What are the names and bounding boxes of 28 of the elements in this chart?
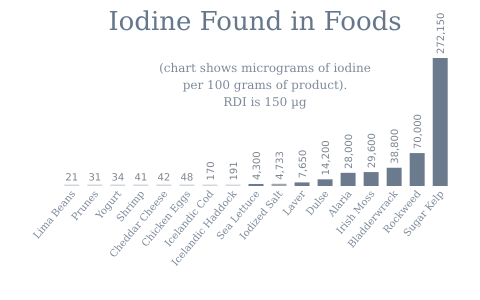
chart-title: Iodine Found in Foods xyxy=(108,7,402,37)
annotation: RDI is 150 µg xyxy=(223,95,307,109)
bar xyxy=(294,182,310,186)
bar xyxy=(410,153,425,186)
data-label: 34 xyxy=(111,172,124,184)
bar xyxy=(386,168,402,186)
annotation: per 100 grams of product). xyxy=(182,78,348,92)
data-label: 272,150 xyxy=(436,12,448,54)
bar xyxy=(318,179,333,186)
data-label: 4,733 xyxy=(275,151,286,180)
annotation: (chart shows micrograms of iodine xyxy=(159,61,371,75)
data-label: 191 xyxy=(228,161,240,180)
data-label: 48 xyxy=(180,172,194,184)
data-label: 70,000 xyxy=(413,114,424,150)
data-label: 14,200 xyxy=(321,140,332,176)
data-label: 170 xyxy=(206,161,217,180)
data-label: 42 xyxy=(158,172,170,184)
bar xyxy=(432,58,448,186)
bar xyxy=(340,172,356,186)
data-label: 21 xyxy=(65,172,78,184)
data-label: 41 xyxy=(134,172,148,184)
data-label: 29,600 xyxy=(367,133,378,168)
data-label: 28,000 xyxy=(344,134,356,169)
data-label: 7,650 xyxy=(298,150,310,178)
data-label: 4,300 xyxy=(252,151,263,180)
data-label: 31 xyxy=(88,172,102,184)
bar xyxy=(364,172,379,186)
data-label: 38,800 xyxy=(390,128,402,164)
